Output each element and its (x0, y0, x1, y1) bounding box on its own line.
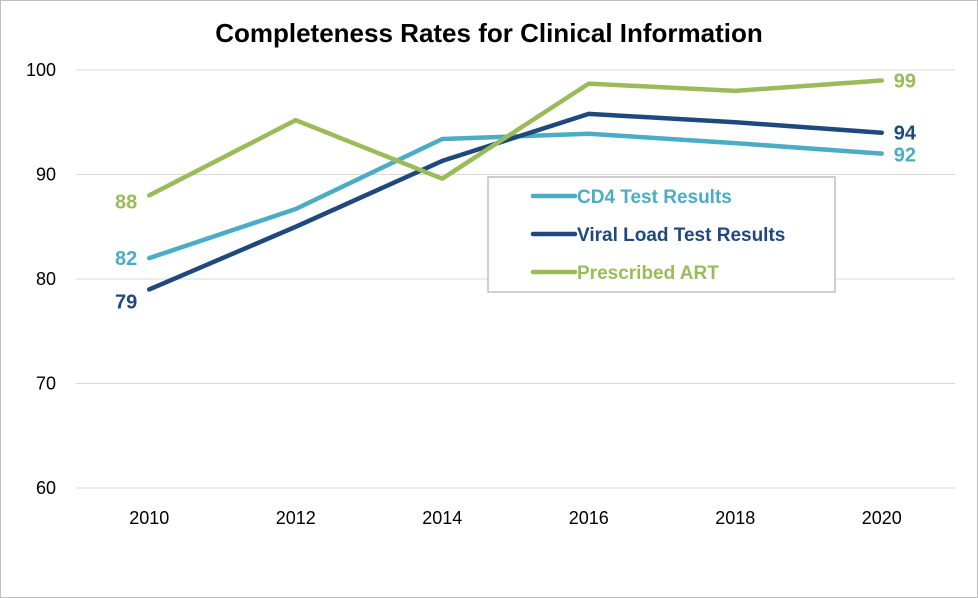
legend-label: Viral Load Test Results (577, 225, 785, 246)
series-line-1 (147, 111, 884, 292)
legend-label: CD4 Test Results (577, 187, 732, 208)
y-tick-label: 90 (36, 165, 56, 185)
series-line-2 (147, 78, 884, 198)
x-tick-label: 2018 (715, 508, 755, 528)
legend: CD4 Test Results Viral Load Test Results P… (487, 176, 836, 293)
y-axis-ticks: 60 70 80 90 100 (26, 60, 56, 498)
x-tick-label: 2016 (569, 508, 609, 528)
series-lines (147, 78, 884, 292)
x-tick-label: 2020 (862, 508, 902, 528)
chart-title: Completeness Rates for Clinical Informat… (215, 18, 763, 48)
y-tick-label: 100 (26, 60, 56, 80)
data-label: 99 (894, 70, 916, 92)
data-labels: 82 92 79 94 88 99 (115, 70, 917, 313)
data-label: 94 (894, 123, 917, 145)
data-label: 88 (115, 191, 137, 213)
y-tick-label: 70 (36, 374, 56, 394)
y-tick-label: 80 (36, 269, 56, 289)
x-tick-label: 2012 (276, 508, 316, 528)
x-tick-label: 2010 (129, 508, 169, 528)
x-axis-ticks: 2010 2012 2014 2016 2018 2020 (129, 508, 902, 528)
data-label: 79 (115, 291, 137, 313)
y-tick-label: 60 (36, 478, 56, 498)
legend-label: Prescribed ART (577, 263, 719, 284)
data-label: 82 (115, 248, 137, 270)
x-tick-label: 2014 (422, 508, 462, 528)
data-label: 92 (894, 145, 916, 167)
